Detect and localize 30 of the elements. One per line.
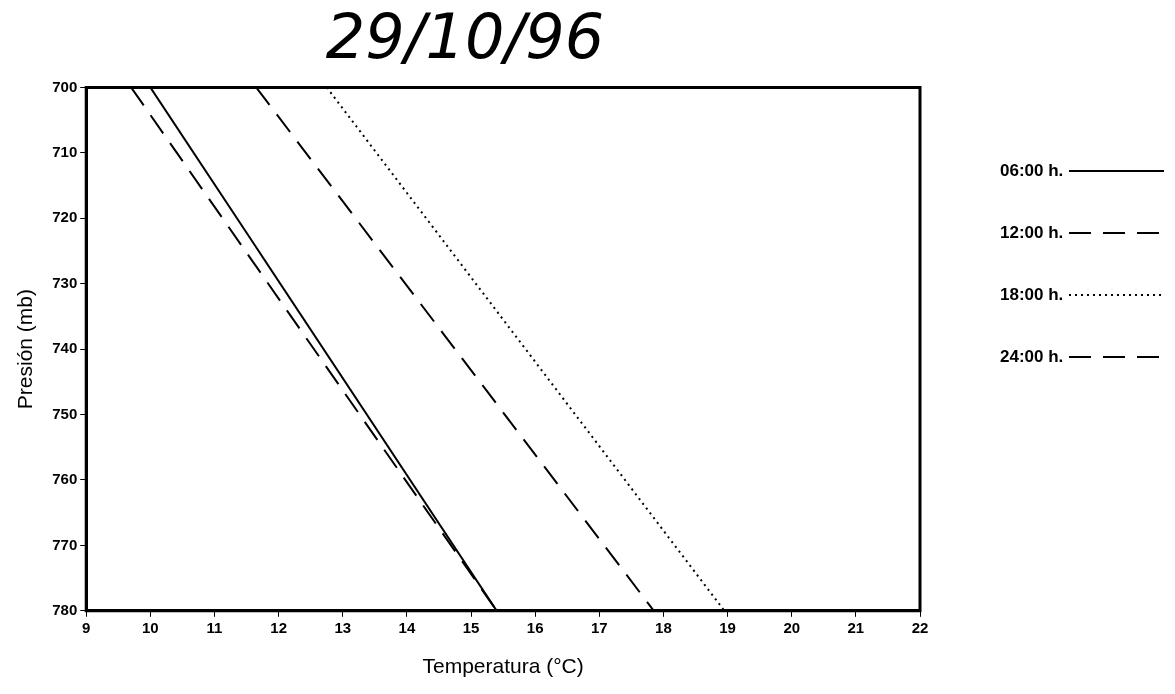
x-tick-label: 11: [206, 618, 223, 636]
y-tick-label: 720: [52, 208, 78, 226]
text: 24:00 h.: [1000, 347, 1064, 367]
y-axis-title: Presión (mb): [13, 289, 37, 410]
x-tick-label: 12: [270, 618, 287, 636]
text: 18:00 h.: [1000, 285, 1064, 305]
y-tick-label: 730: [52, 273, 78, 291]
x-tick-label: 13: [334, 618, 352, 636]
x-tick-label: 15: [462, 618, 480, 636]
x-tick-label: 19: [719, 618, 736, 636]
x-tick-label: 14: [398, 618, 416, 636]
y-tick-label: 770: [52, 535, 78, 553]
y-tick-label: 740: [52, 339, 78, 357]
y-tick-label: 760: [52, 470, 78, 488]
y-tick-label: 780: [52, 600, 78, 618]
y-tick-label: 750: [52, 404, 78, 422]
text: 06:00 h.: [1000, 161, 1064, 181]
y-tick-label: 700: [52, 77, 78, 95]
text: 12:00 h.: [1000, 223, 1064, 243]
x-tick-label: 10: [142, 618, 159, 636]
x-tick-label: 17: [590, 618, 608, 636]
x-tick-label: 18: [655, 618, 672, 636]
x-tick-label: 9: [82, 618, 91, 636]
x-tick-label: 20: [783, 618, 801, 636]
x-axis-title: Temperatura (°C): [422, 654, 584, 678]
y-tick-label: 710: [52, 142, 78, 160]
x-tick-label: 16: [526, 618, 544, 636]
chart-title: 29/10/96: [325, 0, 605, 74]
x-tick-label: 21: [847, 618, 865, 636]
x-tick-label: 22: [911, 618, 929, 636]
